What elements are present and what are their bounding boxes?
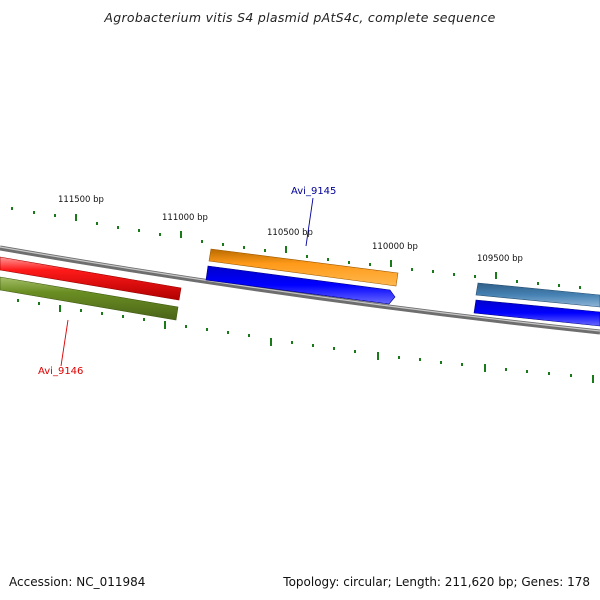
ruler-tick — [312, 344, 314, 347]
ruler-tick — [117, 226, 119, 229]
ruler-tick — [369, 263, 371, 266]
ruler-tick — [537, 282, 539, 285]
ruler-tick-major — [180, 231, 182, 238]
ruler-tick-major — [270, 338, 272, 346]
ruler-tick — [570, 374, 572, 377]
ruler-tick-major — [390, 260, 392, 267]
ruler-tick — [411, 268, 413, 271]
ruler-tick — [38, 302, 40, 305]
ruler-tick — [440, 361, 442, 364]
gene-avi-9145-feature[interactable] — [205, 265, 396, 305]
ruler-tick-major — [59, 305, 61, 312]
ruler-tick-major — [377, 352, 379, 360]
gene-label-avi-9145[interactable]: Avi_9145 — [291, 186, 336, 197]
ruler-tick-major — [75, 214, 77, 221]
ruler-tick — [432, 270, 434, 273]
ruler-tick — [243, 246, 245, 249]
gene-feature-orange[interactable] — [208, 248, 399, 287]
gene-avi-9146-feature[interactable] — [0, 256, 182, 301]
ruler-tick — [201, 240, 203, 243]
ruler-label: 110500 bp — [267, 228, 313, 238]
ruler-tick — [143, 318, 145, 321]
ruler-tick — [185, 325, 187, 328]
ruler-tick — [505, 368, 507, 371]
gene-feature-blue[interactable] — [473, 299, 600, 327]
ruler-tick — [101, 312, 103, 315]
plasmid-backbone — [0, 245, 600, 335]
ruler-tick — [327, 258, 329, 261]
ruler-tick — [122, 315, 124, 318]
ruler-tick-major — [592, 375, 594, 383]
ruler-tick — [264, 249, 266, 252]
gene-label-avi-9146[interactable]: Avi_9146 — [38, 366, 83, 377]
sequence-summary-text: Topology: circular; Length: 211,620 bp; … — [283, 575, 590, 589]
ruler-tick — [222, 243, 224, 246]
accession-text: Accession: NC_011984 — [9, 575, 146, 589]
map-title: Agrobacterium vitis S4 plasmid pAtS4c, c… — [104, 10, 496, 25]
ruler-tick — [80, 309, 82, 312]
ruler-tick — [306, 255, 308, 258]
ruler-tick — [11, 207, 13, 210]
ruler-tick — [516, 280, 518, 283]
ruler-tick — [17, 299, 19, 302]
ruler-tick — [54, 214, 56, 217]
gene-label-leader — [305, 197, 314, 247]
gene-label-leader — [60, 319, 69, 367]
ruler-tick — [354, 350, 356, 353]
ruler-tick — [579, 286, 581, 289]
ruler-label: 111500 bp — [58, 195, 104, 205]
ruler-tick-major — [285, 246, 287, 253]
ruler-tick — [248, 334, 250, 337]
ruler-tick-major — [484, 364, 486, 372]
gene-feature-olive[interactable] — [0, 276, 179, 321]
ruler-tick — [291, 341, 293, 344]
ruler-tick-major — [164, 321, 166, 329]
ruler-tick — [526, 370, 528, 373]
inner-ruler-ticks — [17, 299, 594, 383]
ruler-tick — [558, 284, 560, 287]
plasmid-backbone-highlight — [0, 246, 600, 332]
ruler-tick — [461, 363, 463, 366]
ruler-tick — [548, 372, 550, 375]
ruler-tick — [419, 358, 421, 361]
ruler-tick — [333, 347, 335, 350]
outer-ruler-ticks — [11, 207, 581, 289]
gene-feature-steelblue[interactable] — [475, 282, 600, 308]
ruler-label: 109500 bp — [477, 254, 523, 264]
ruler-tick — [206, 328, 208, 331]
ruler-tick-major — [495, 272, 497, 279]
ruler-tick — [33, 211, 35, 214]
ruler-tick — [348, 261, 350, 264]
ruler-tick — [138, 229, 140, 232]
ruler-tick — [159, 233, 161, 236]
ruler-tick — [474, 275, 476, 278]
ruler-tick — [453, 273, 455, 276]
ruler-tick — [398, 356, 400, 359]
ruler-tick — [96, 222, 98, 225]
ruler-label: 110000 bp — [372, 242, 418, 252]
ruler-label: 111000 bp — [162, 213, 208, 223]
ruler-tick — [227, 331, 229, 334]
